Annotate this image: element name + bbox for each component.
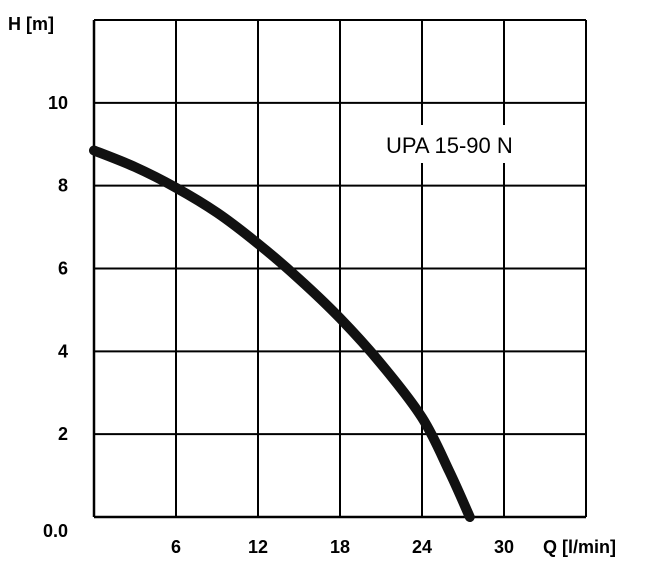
model-label: UPA 15-90 N — [386, 133, 513, 158]
x-tick-label: 30 — [494, 537, 514, 557]
x-tick-label: 18 — [330, 537, 350, 557]
y-tick-label: 4 — [58, 341, 68, 361]
y-tick-label: 2 — [58, 424, 68, 444]
y-axis-title: H [m] — [8, 14, 54, 34]
model-label-background — [380, 125, 570, 163]
x-tick-label: 12 — [248, 537, 268, 557]
pump-curve-line — [89, 145, 475, 522]
y-tick-label: 10 — [48, 93, 68, 113]
x-tick-label: 24 — [412, 537, 432, 557]
series-layer — [89, 145, 475, 522]
y-tick-label: 6 — [58, 259, 68, 279]
grid — [94, 20, 586, 517]
x-axis-title: Q [l/min] — [543, 537, 616, 557]
plot-frame — [92, 19, 587, 519]
y-tick-label: 8 — [58, 176, 68, 196]
y-tick-label: 0.0 — [43, 521, 68, 541]
x-tick-label: 6 — [171, 537, 181, 557]
